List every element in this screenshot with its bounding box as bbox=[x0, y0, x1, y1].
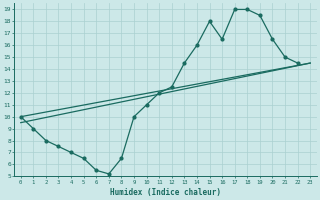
X-axis label: Humidex (Indice chaleur): Humidex (Indice chaleur) bbox=[110, 188, 221, 197]
